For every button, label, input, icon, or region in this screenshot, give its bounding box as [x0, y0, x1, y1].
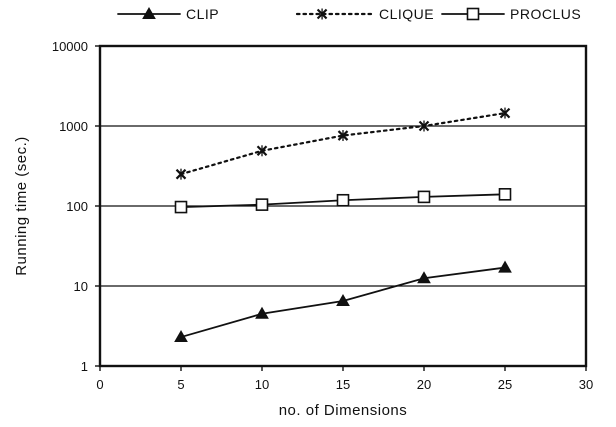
series-proclus — [174, 188, 512, 214]
data-point-clique — [337, 130, 349, 142]
x-tick-label: 10 — [255, 377, 269, 392]
series-line-clique — [179, 111, 507, 176]
data-point-clip — [174, 330, 188, 343]
data-point-clip — [498, 260, 512, 273]
plot-area — [98, 44, 588, 368]
y-tick-label: 1000 — [59, 119, 88, 134]
x-tick-label: 15 — [336, 377, 350, 392]
series-clique — [175, 107, 511, 180]
legend-marker-clip — [142, 6, 156, 19]
legend: CLIP CLIQUE PROCLUS — [117, 6, 581, 22]
y-tick-label: 10000 — [52, 39, 88, 54]
y-axis-ticks: 1 10 100 1000 10000 — [52, 39, 100, 374]
legend-label-clique: CLIQUE — [379, 6, 434, 22]
y-tick-label: 10 — [74, 279, 88, 294]
legend-item-proclus: PROCLUS — [441, 6, 581, 22]
data-point-proclus — [498, 188, 512, 201]
x-tick-label: 0 — [96, 377, 103, 392]
y-tick-label: 1 — [81, 359, 88, 374]
data-point-proclus — [174, 200, 188, 214]
data-point-clique — [418, 120, 430, 132]
data-point-clique — [499, 107, 511, 119]
legend-item-clip: CLIP — [117, 6, 219, 22]
x-axis-label: no. of Dimensions — [279, 402, 408, 419]
data-point-proclus — [336, 193, 350, 207]
data-point-proclus — [255, 198, 269, 211]
legend-marker-clique — [316, 8, 328, 20]
legend-label-clip: CLIP — [186, 6, 219, 22]
legend-label-proclus: PROCLUS — [510, 6, 581, 22]
y-axis-label: Running time (sec.) — [13, 136, 30, 276]
data-point-clip — [417, 271, 431, 284]
x-tick-label: 20 — [417, 377, 431, 392]
x-tick-label: 30 — [579, 377, 593, 392]
x-tick-label: 25 — [498, 377, 512, 392]
data-point-clique — [256, 145, 268, 157]
x-axis-ticks: 0 5 10 15 20 25 30 — [96, 366, 593, 392]
legend-item-clique: CLIQUE — [295, 6, 434, 22]
y-tick-label: 100 — [66, 199, 88, 214]
data-point-clip — [255, 306, 269, 319]
data-point-clip — [336, 293, 350, 306]
data-point-clique — [175, 168, 187, 180]
series-clip — [174, 260, 512, 343]
data-point-proclus — [417, 190, 431, 204]
x-tick-label: 5 — [177, 377, 184, 392]
legend-marker-proclus — [466, 7, 480, 21]
